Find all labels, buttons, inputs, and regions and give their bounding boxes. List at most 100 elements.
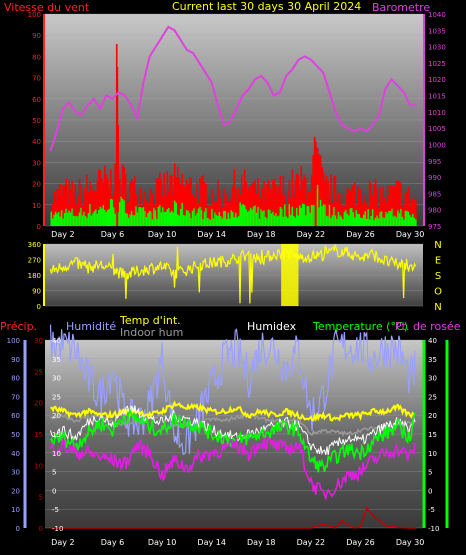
humidity-tick-label: 50 bbox=[11, 431, 20, 439]
wind-bar bbox=[212, 218, 215, 226]
gust-bar bbox=[401, 206, 404, 226]
gust-bar bbox=[77, 195, 79, 226]
wind-bar bbox=[368, 219, 371, 226]
wind-bar bbox=[385, 211, 387, 226]
gust-bar bbox=[114, 163, 117, 226]
wind-bar bbox=[258, 218, 261, 226]
gust-bar bbox=[99, 170, 102, 226]
gust-bar bbox=[413, 199, 416, 226]
wind-bar bbox=[176, 214, 179, 226]
wind-bar bbox=[211, 208, 213, 226]
gust-bar bbox=[403, 202, 405, 226]
gust-bar bbox=[379, 187, 381, 226]
wind-bar bbox=[148, 210, 151, 226]
gust-bar bbox=[212, 202, 215, 226]
wind-bar bbox=[325, 215, 328, 226]
gust-bar bbox=[406, 192, 408, 226]
compass-label: S bbox=[435, 271, 441, 282]
gust-bar bbox=[264, 202, 267, 226]
wind-bar bbox=[184, 215, 186, 226]
gust-bar bbox=[117, 125, 120, 226]
wind-bar bbox=[224, 211, 227, 226]
wind-bar bbox=[110, 198, 112, 226]
wind-tick-label: 30 bbox=[32, 159, 41, 167]
wind-bar bbox=[157, 206, 160, 226]
gust-bar bbox=[339, 203, 341, 226]
gust-bar bbox=[86, 174, 88, 226]
wind-bar bbox=[217, 215, 219, 226]
gust-bar bbox=[246, 192, 249, 226]
gust-bar bbox=[389, 185, 392, 226]
direction-tick-label: 180 bbox=[28, 272, 41, 280]
gust-bar bbox=[322, 172, 325, 226]
wind-bar bbox=[388, 210, 390, 226]
wind-bar bbox=[333, 206, 335, 226]
wind-bar bbox=[150, 211, 152, 226]
gust-bar bbox=[285, 205, 288, 226]
x-tick-label: Day 10 bbox=[148, 538, 177, 547]
wind-bar bbox=[162, 207, 164, 226]
wind-bar bbox=[139, 207, 142, 226]
wind-bar bbox=[321, 206, 323, 226]
wind-bar bbox=[215, 215, 218, 226]
x-tick-label: Day 26 bbox=[346, 538, 375, 547]
gust-bar bbox=[325, 175, 328, 226]
x-tick-label: Day 18 bbox=[247, 230, 276, 239]
wind-bar bbox=[398, 213, 401, 226]
gust-bar bbox=[346, 187, 349, 226]
temp-tick-label-right: -10 bbox=[428, 525, 439, 533]
wind-bar bbox=[165, 211, 167, 226]
gust-bar bbox=[236, 202, 239, 226]
wind-bar bbox=[391, 208, 393, 226]
direction-tick-label: 0 bbox=[37, 303, 41, 311]
wind-bar bbox=[92, 213, 94, 226]
wind-bar bbox=[275, 213, 277, 226]
wind-bar bbox=[266, 218, 268, 226]
wind-bar bbox=[65, 208, 67, 226]
wind-bar bbox=[362, 214, 365, 226]
gust-bar bbox=[410, 199, 413, 226]
gust-bar bbox=[182, 185, 185, 226]
wind-bar bbox=[230, 210, 233, 226]
gust-bar bbox=[78, 179, 81, 226]
baro-axis-title: Barometre bbox=[372, 1, 430, 14]
wind-bar bbox=[324, 204, 326, 226]
gust-bar bbox=[218, 189, 221, 226]
humidity-tick-label: 80 bbox=[11, 375, 20, 383]
wind-bar bbox=[395, 217, 398, 226]
wind-bar bbox=[260, 209, 262, 226]
wind-bar bbox=[171, 210, 173, 226]
wind-bar bbox=[392, 216, 395, 226]
direction-tick-label: 360 bbox=[28, 241, 41, 249]
wind-bar bbox=[75, 216, 78, 226]
wind-bar bbox=[351, 208, 353, 226]
gust-bar bbox=[330, 174, 332, 226]
wind-bar bbox=[394, 215, 396, 226]
gust-bar bbox=[272, 179, 274, 226]
wind-bar bbox=[127, 217, 130, 226]
gust-bar bbox=[300, 165, 303, 226]
wind-bar bbox=[263, 210, 265, 226]
humidity-tick-label: 70 bbox=[11, 393, 20, 401]
wind-tick-label: 0 bbox=[37, 223, 41, 231]
gust-bar bbox=[232, 186, 234, 226]
wind-bar bbox=[343, 211, 346, 226]
gust-bar bbox=[294, 180, 297, 226]
gust-bar bbox=[301, 179, 304, 226]
gust-bar bbox=[144, 191, 146, 226]
gust-bar bbox=[159, 172, 161, 226]
wind-bar bbox=[163, 212, 166, 226]
temp-tick-label-right: 10 bbox=[428, 450, 437, 458]
wind-bar bbox=[331, 215, 334, 226]
wind-bar bbox=[226, 218, 228, 226]
wind-bar bbox=[246, 211, 249, 226]
wind-bar bbox=[107, 209, 109, 226]
gust-bar bbox=[392, 187, 395, 226]
wind-bar bbox=[178, 215, 181, 226]
gust-bar bbox=[187, 183, 189, 226]
x-tick-label: Day 30 bbox=[396, 538, 425, 547]
wind-bar bbox=[169, 212, 172, 226]
gust-bar bbox=[80, 184, 82, 226]
wind-bar bbox=[173, 200, 176, 226]
